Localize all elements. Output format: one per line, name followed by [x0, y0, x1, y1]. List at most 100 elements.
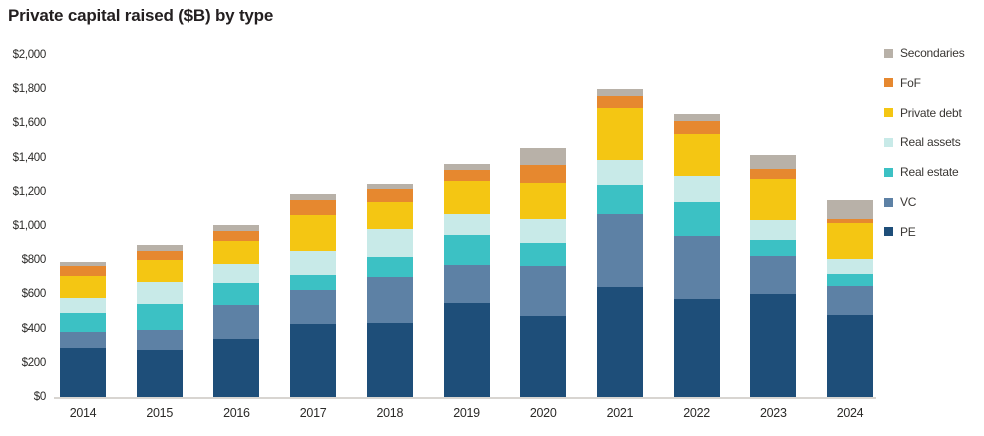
legend-label: Real assets	[900, 135, 961, 150]
bar-segment-private-debt-2021	[596, 108, 643, 161]
y-axis-tick-label: $1,000	[12, 220, 47, 232]
legend-label: PE	[900, 224, 916, 239]
legend-swatch-real-assets	[884, 137, 893, 147]
bar-segment-fof-2020	[520, 165, 567, 184]
bar-segment-real-assets-2017	[290, 250, 337, 275]
bar-segment-secondaries-2020	[520, 148, 567, 166]
legend-label: VC	[900, 195, 917, 209]
bar-segment-vc-2018	[366, 277, 413, 324]
bar-segment-secondaries-2017	[290, 193, 337, 201]
bar-segment-private-debt-2022	[673, 133, 720, 177]
bar-segment-private-debt-2016	[213, 240, 260, 265]
bar-segment-real-assets-2022	[673, 176, 720, 203]
x-axis-tick-label: 2014	[69, 406, 97, 420]
bar-segment-fof-2018	[366, 189, 413, 203]
y-axis-tick-label: $200	[21, 356, 47, 369]
legend-item-real-estate: Real estate	[884, 165, 959, 179]
bar-segment-secondaries-2016	[213, 225, 260, 232]
bar-segment-fof-2023	[750, 168, 797, 179]
bar-segment-real-assets-2024	[827, 259, 873, 274]
bar-segment-real-assets-2014	[60, 297, 106, 314]
x-axis-tick-label: 2017	[299, 406, 327, 420]
legend-item-real-assets: Real assets	[884, 135, 961, 149]
y-axis-tick-label: $400	[21, 322, 47, 335]
bar-segment-private-debt-2019	[443, 180, 490, 215]
bar-segment-secondaries-2015	[136, 244, 183, 251]
bar-segment-real-assets-2023	[750, 220, 797, 240]
bar-segment-pe-2019	[443, 302, 490, 397]
bar-segment-real-estate-2017	[290, 274, 337, 291]
legend-label: FoF	[900, 75, 921, 90]
bar-segment-real-assets-2015	[136, 282, 183, 304]
bar-segment-secondaries-2021	[596, 89, 643, 97]
legend-swatch-vc	[884, 197, 893, 207]
bar-segment-real-estate-2024	[827, 273, 873, 286]
x-axis-tick-label: 2020	[529, 406, 557, 420]
bar-segment-real-assets-2018	[366, 229, 413, 257]
bar-segment-private-debt-2024	[827, 223, 873, 260]
bar-segment-real-estate-2019	[443, 235, 490, 266]
bar-segment-secondaries-2019	[443, 164, 490, 170]
bar-segment-real-estate-2015	[136, 303, 183, 331]
y-axis-tick-label: $0	[33, 391, 47, 403]
y-axis-tick-label: $800	[21, 254, 47, 267]
y-axis-tick-label: $1,800	[12, 83, 47, 96]
bar-segment-private-debt-2017	[290, 214, 337, 251]
bar-segment-real-assets-2021	[596, 160, 643, 185]
y-axis-tick-label: $1,600	[12, 117, 47, 130]
bar-segment-pe-2014	[60, 348, 106, 397]
bar-segment-secondaries-2024	[827, 200, 873, 220]
bar-segment-private-debt-2018	[366, 202, 413, 230]
bar-segment-fof-2014	[60, 266, 106, 277]
bar-segment-fof-2016	[213, 231, 260, 241]
y-axis-tick-label: $2,000	[12, 49, 47, 61]
bar-segment-real-assets-2016	[213, 264, 260, 284]
legend-item-vc: VC	[884, 195, 916, 209]
legend-item-pe: PE	[884, 225, 916, 239]
bar-segment-pe-2017	[290, 324, 337, 397]
bar-segment-real-estate-2016	[213, 283, 260, 305]
bar-segment-fof-2015	[136, 250, 183, 261]
legend-label: Secondaries	[900, 46, 965, 60]
bar-segment-vc-2014	[60, 332, 106, 349]
bar-segment-vc-2020	[520, 266, 567, 316]
bar-segment-secondaries-2022	[673, 113, 720, 121]
bar-segment-real-estate-2022	[673, 202, 720, 237]
bar-segment-fof-2022	[673, 120, 720, 134]
y-axis-tick-label: $1,400	[12, 151, 47, 164]
y-axis-tick-label: $600	[21, 288, 47, 301]
bar-segment-fof-2019	[443, 169, 490, 181]
bar-segment-vc-2023	[750, 255, 797, 295]
bar-segment-real-estate-2023	[750, 239, 797, 256]
x-axis-tick-label: 2022	[683, 406, 710, 420]
bar-segment-vc-2021	[596, 214, 643, 287]
bar-segment-vc-2024	[827, 285, 873, 315]
legend-label: Private debt	[900, 105, 962, 120]
bar-segment-real-estate-2020	[520, 243, 567, 267]
bar-segment-vc-2016	[213, 304, 260, 339]
bar-segment-real-estate-2018	[366, 256, 413, 278]
legend-swatch-private-debt	[884, 108, 893, 118]
bar-segment-vc-2022	[673, 236, 720, 299]
x-axis-tick-label: 2016	[223, 406, 250, 420]
x-axis-tick-label: 2024	[836, 406, 864, 420]
bar-segment-private-debt-2020	[520, 183, 567, 220]
x-axis-tick-label: 2023	[759, 406, 787, 420]
bar-segment-vc-2019	[443, 265, 490, 303]
bar-segment-real-assets-2019	[443, 214, 490, 236]
bar-segment-secondaries-2023	[750, 155, 797, 169]
legend-swatch-fof	[884, 78, 893, 88]
legend-swatch-secondaries	[884, 48, 893, 58]
bar-segment-pe-2023	[750, 294, 797, 397]
x-axis-tick-label: 2018	[376, 406, 404, 420]
legend-label: Real estate	[900, 165, 959, 180]
bar-segment-fof-2024	[827, 219, 873, 224]
bar-segment-pe-2021	[596, 286, 643, 397]
bar-segment-fof-2017	[290, 200, 337, 215]
bar-segment-pe-2016	[213, 338, 260, 397]
bar-segment-pe-2024	[827, 314, 873, 397]
legend-item-private-debt: Private debt	[884, 106, 962, 120]
legend-item-secondaries: Secondaries	[884, 46, 965, 60]
x-axis-tick-label: 2021	[606, 406, 634, 420]
